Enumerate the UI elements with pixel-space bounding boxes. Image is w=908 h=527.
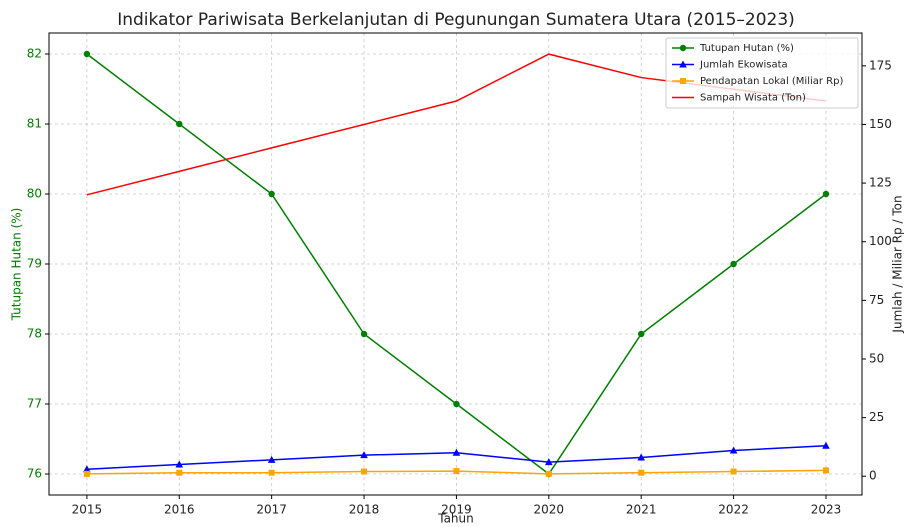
- series: [83, 467, 829, 477]
- y-axis-label: Tutupan Hutan (%): [10, 208, 24, 322]
- marker: [638, 469, 645, 476]
- y-tick-label: 82: [27, 47, 42, 61]
- legend-label: Tutupan Hutan (%): [699, 43, 794, 54]
- y-tick-label: 78: [27, 327, 42, 341]
- marker: [637, 453, 645, 461]
- marker: [637, 330, 645, 338]
- legend: Tutupan Hutan (%) Jumlah Ekowisata Pendapa…: [665, 37, 859, 109]
- y-tick-label: 80: [27, 187, 42, 201]
- marker: [822, 467, 829, 474]
- marker: [730, 260, 737, 268]
- y2-tick-label: 150: [869, 117, 892, 131]
- x-tick-label: 2017: [256, 503, 287, 517]
- y2-tick-label: 100: [869, 234, 892, 248]
- x-tick-label: 2016: [164, 503, 195, 517]
- marker: [268, 190, 275, 198]
- y2-tick-label: 50: [869, 351, 884, 365]
- x-tick-label: 2019: [441, 503, 472, 517]
- marker: [452, 448, 461, 456]
- y2-tick-label: 175: [869, 58, 892, 72]
- x-tick-label: 2023: [811, 503, 842, 517]
- x-axis-label: Tahun: [437, 512, 474, 526]
- marker: [176, 120, 183, 128]
- x-tick-label: 2015: [72, 503, 103, 517]
- plot-frame: [48, 32, 863, 496]
- x-tick-label: 2018: [349, 503, 380, 517]
- legend-label: Sampah Wisata (Ton): [700, 93, 806, 104]
- marker: [83, 465, 91, 473]
- marker: [679, 60, 687, 68]
- y-tick-label: 79: [27, 257, 42, 271]
- y-tick-label: 76: [27, 467, 42, 481]
- marker: [361, 468, 368, 475]
- marker: [453, 400, 460, 408]
- marker: [83, 470, 90, 477]
- y-tick-label: 77: [27, 397, 42, 411]
- series: [83, 441, 830, 473]
- y2-tick-label: 0: [869, 469, 877, 483]
- marker: [268, 469, 275, 476]
- marker: [730, 468, 737, 475]
- x-tick-label: 2021: [626, 503, 657, 517]
- marker: [545, 470, 552, 477]
- marker: [175, 460, 184, 468]
- y2-tick-label: 125: [869, 176, 892, 190]
- legend-box: [665, 37, 859, 109]
- y-tick-label: 81: [27, 117, 42, 131]
- marker: [360, 330, 368, 338]
- legend-label: Jumlah Ekowisata: [699, 60, 788, 71]
- marker: [680, 78, 686, 84]
- marker: [83, 50, 91, 58]
- y2-tick-label: 75: [869, 293, 884, 307]
- y2-tick-label: 25: [869, 410, 884, 424]
- chart-title: Indikator Pariwisata Berkelanjutan di Pe…: [117, 10, 795, 30]
- marker: [679, 44, 687, 52]
- marker: [267, 455, 276, 463]
- x-tick-label: 2020: [534, 503, 565, 517]
- x-tick-label: 2022: [718, 503, 749, 517]
- marker: [822, 190, 830, 198]
- marker: [545, 458, 553, 466]
- marker: [176, 469, 183, 476]
- marker: [822, 441, 830, 449]
- legend-label: Pendapatan Lokal (Miliar Rp): [700, 76, 843, 87]
- marker: [729, 446, 738, 454]
- marker: [453, 468, 460, 475]
- y2-axis-label: Jumlah / Miliar Rp / Ton: [891, 195, 905, 333]
- marker: [360, 451, 368, 459]
- series: [83, 50, 830, 478]
